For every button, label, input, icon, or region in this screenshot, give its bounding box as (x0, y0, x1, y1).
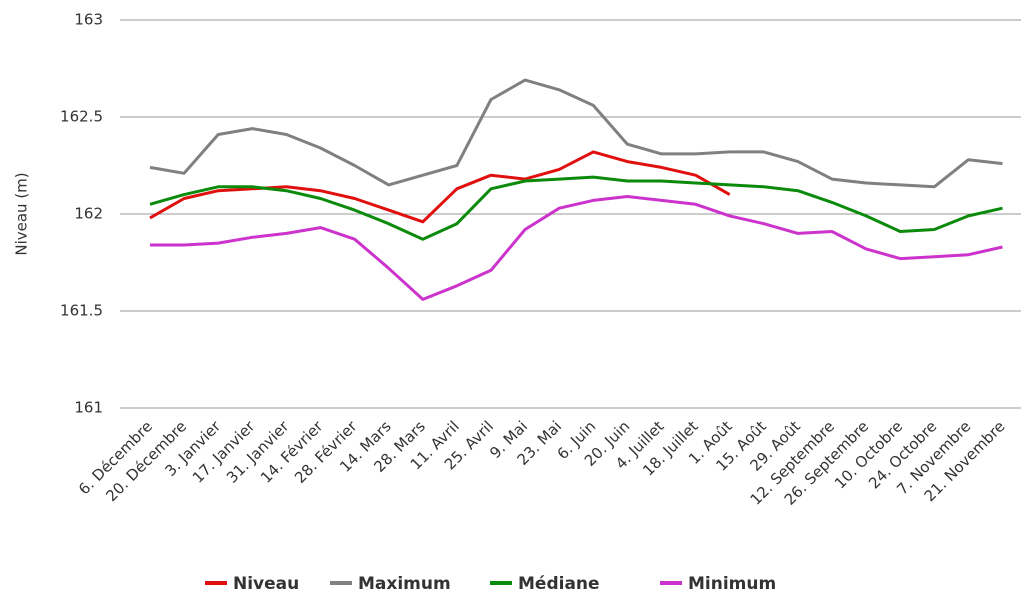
series-line (149, 175, 1003, 241)
y-axis-label: Niveau (m) (13, 172, 31, 255)
y-tick-label: 162.5 (60, 108, 103, 126)
series-line (149, 78, 1003, 189)
legend-label: Minimum (688, 574, 776, 594)
legend-label: Niveau (233, 574, 299, 594)
y-tick-label: 163 (74, 11, 103, 29)
y-tick-label: 161.5 (60, 302, 103, 320)
y-tick-label: 161 (74, 399, 103, 417)
series-line (150, 195, 1003, 301)
legend-label: Médiane (518, 574, 600, 594)
series-line (149, 150, 731, 224)
legend-label: Maximum (358, 574, 451, 594)
y-tick-label: 162 (74, 205, 103, 223)
